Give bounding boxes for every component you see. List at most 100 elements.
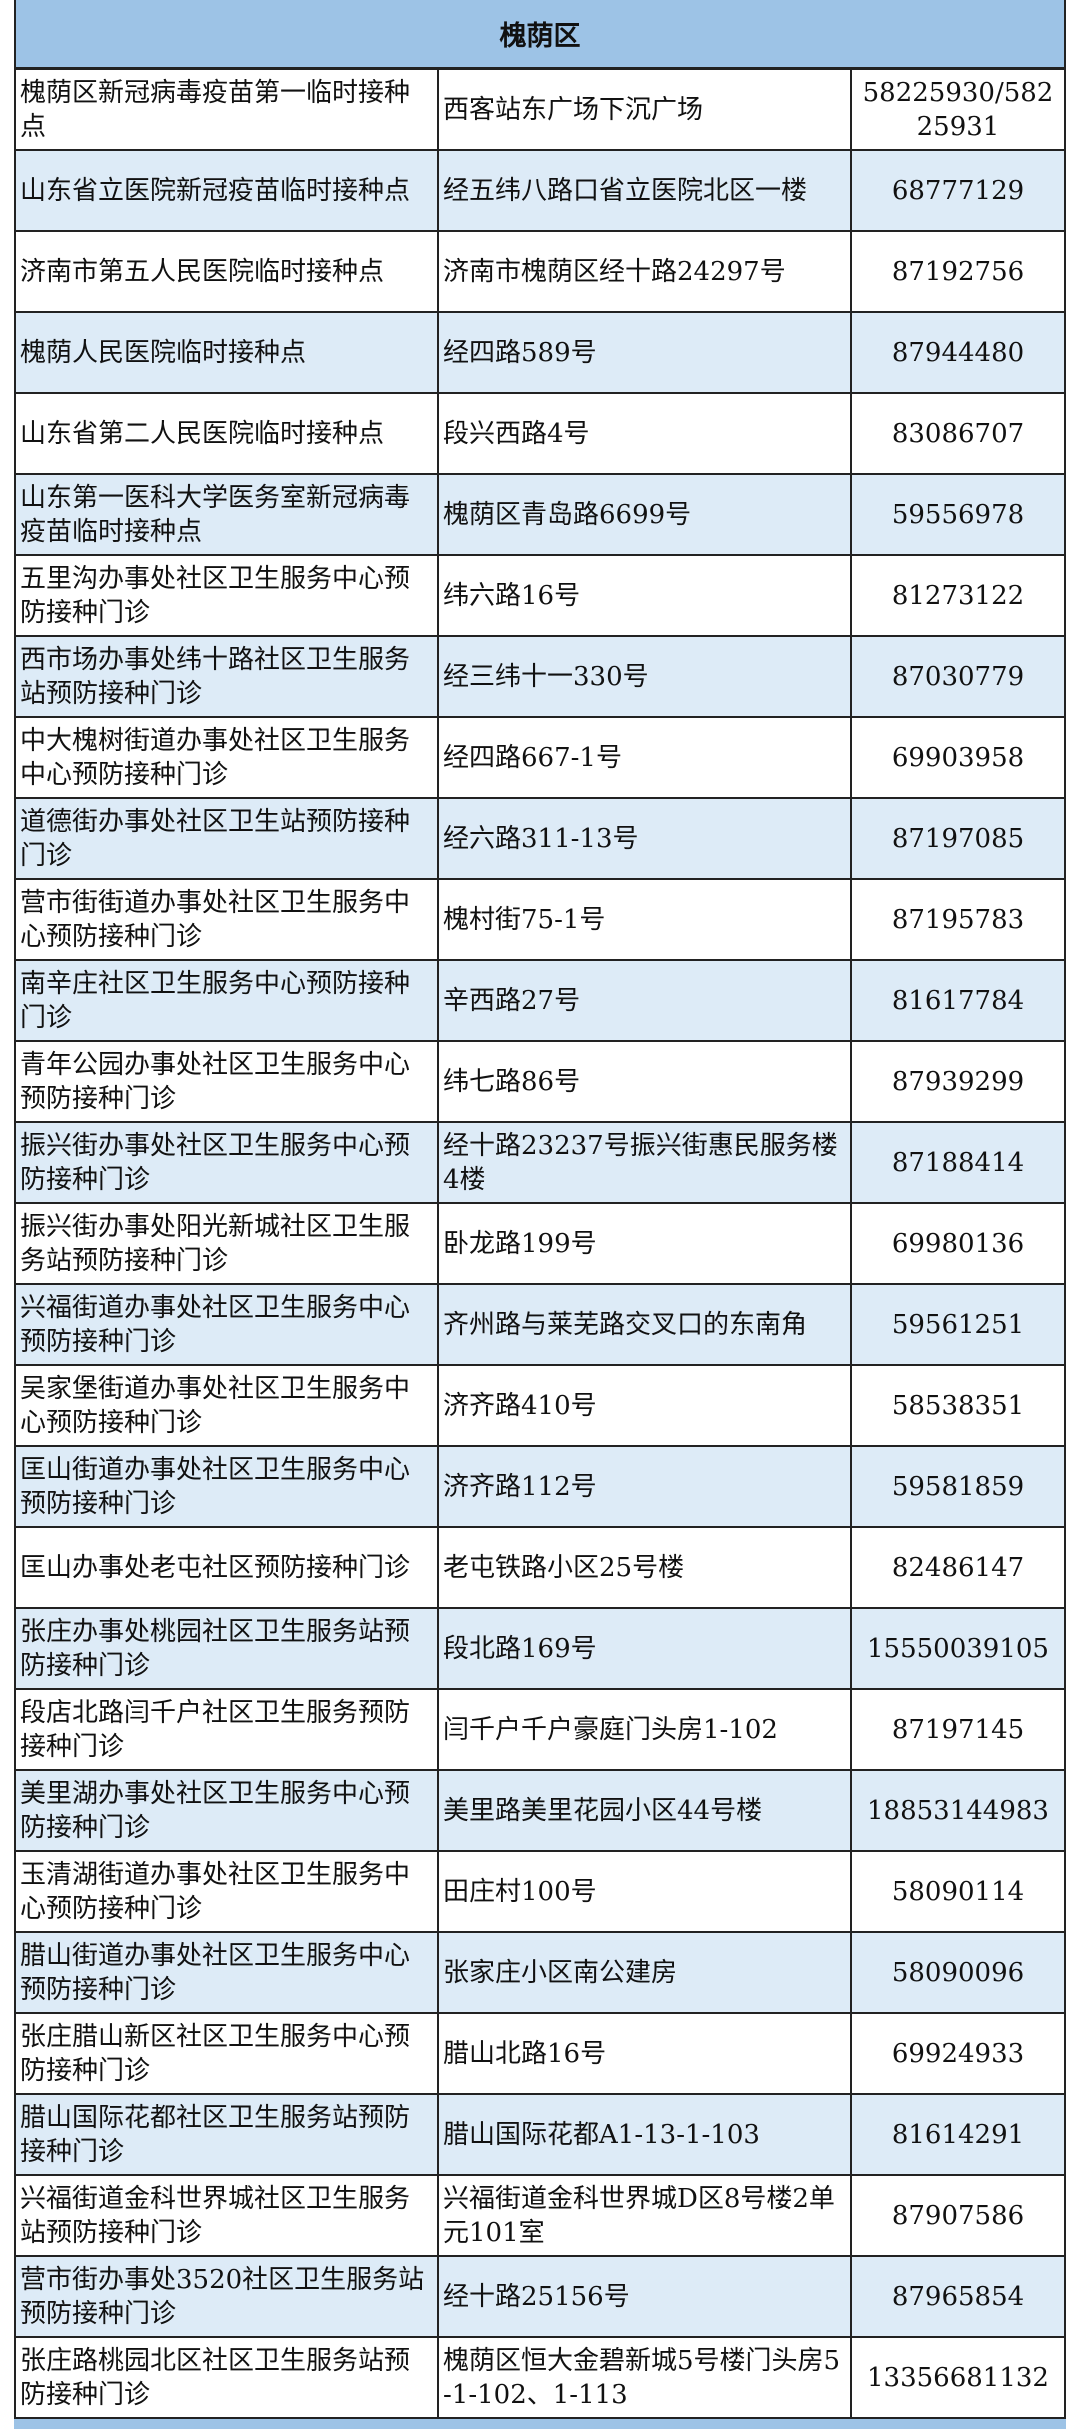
site-name-cell: 张庄办事处桃园社区卫生服务站预防接种门诊 — [16, 1609, 439, 1688]
site-name-cell: 腊山街道办事处社区卫生服务中心预防接种门诊 — [16, 1933, 439, 2012]
address-cell-text: 张家庄小区南公建房 — [443, 1957, 678, 1988]
site-name-cell-text: 腊山国际花都社区卫生服务站预防接种门诊 — [20, 2102, 411, 2167]
site-name-cell-text: 段店北路闫千户社区卫生服务预防接种门诊 — [20, 1697, 411, 1762]
address-cell-text: 田庄村100号 — [443, 1876, 597, 1907]
address-cell-text: 经四路589号 — [443, 337, 597, 368]
phone-cell-text: 87907586 — [891, 2200, 1025, 2231]
table-row: 营市街街道办事处社区卫生服务中心预防接种门诊 槐村街75-1号 87195783 — [16, 880, 1064, 961]
phone-cell-text: 87965854 — [891, 2281, 1025, 2312]
address-cell-text: 齐州路与莱芜路交叉口的东南角 — [443, 1309, 808, 1340]
phone-cell-text: 87944480 — [891, 337, 1025, 368]
address-cell: 经六路311-13号 — [439, 799, 852, 878]
phone-cell: 69980136 — [852, 1204, 1064, 1283]
address-cell-text: 经四路667-1号 — [443, 742, 622, 773]
address-cell: 经三纬十一330号 — [439, 637, 852, 716]
site-name-cell-text: 山东省立医院新冠疫苗临时接种点 — [20, 175, 411, 206]
phone-cell-text: 81614291 — [891, 2119, 1025, 2150]
table-row: 张庄腊山新区社区卫生服务中心预防接种门诊 腊山北路16号 69924933 — [16, 2014, 1064, 2095]
phone-cell: 69903958 — [852, 718, 1064, 797]
address-cell: 槐荫区青岛路6699号 — [439, 475, 852, 554]
phone-cell: 15550039105 — [852, 1609, 1064, 1688]
site-name-cell: 青年公园办事处社区卫生服务中心预防接种门诊 — [16, 1042, 439, 1121]
site-name-cell-text: 张庄腊山新区社区卫生服务中心预防接种门诊 — [20, 2021, 411, 2086]
table-row: 振兴街办事处社区卫生服务中心预防接种门诊 经十路23237号振兴街惠民服务楼4楼 8… — [16, 1123, 1064, 1204]
site-name-cell-text: 青年公园办事处社区卫生服务中心预防接种门诊 — [20, 1049, 411, 1114]
phone-cell: 69924933 — [852, 2014, 1064, 2093]
address-cell: 田庄村100号 — [439, 1852, 852, 1931]
site-name-cell: 段店北路闫千户社区卫生服务预防接种门诊 — [16, 1690, 439, 1769]
site-name-cell: 山东第一医科大学医务室新冠病毒疫苗临时接种点 — [16, 475, 439, 554]
site-name-cell-text: 南辛庄社区卫生服务中心预防接种门诊 — [20, 968, 411, 1033]
address-cell: 济齐路410号 — [439, 1366, 852, 1445]
address-cell-text: 兴福街道金科世界城D区8号楼2单元101室 — [443, 2183, 835, 2248]
phone-cell: 87907586 — [852, 2176, 1064, 2255]
site-name-cell: 南辛庄社区卫生服务中心预防接种门诊 — [16, 961, 439, 1040]
address-cell-text: 卧龙路199号 — [443, 1228, 597, 1259]
site-name-cell: 中大槐树街道办事处社区卫生服务中心预防接种门诊 — [16, 718, 439, 797]
phone-cell: 58090096 — [852, 1933, 1064, 2012]
table-row: 青年公园办事处社区卫生服务中心预防接种门诊 纬七路86号 87939299 — [16, 1042, 1064, 1123]
phone-cell-text: 87939299 — [891, 1066, 1025, 1097]
phone-cell-text: 15550039105 — [867, 1633, 1049, 1664]
phone-cell-text: 87188414 — [891, 1147, 1025, 1178]
address-cell: 济南市槐荫区经十路24297号 — [439, 232, 852, 311]
address-cell: 经十路23237号振兴街惠民服务楼4楼 — [439, 1123, 852, 1202]
site-name-cell: 匡山办事处老屯社区预防接种门诊 — [16, 1528, 439, 1607]
phone-cell: 87188414 — [852, 1123, 1064, 1202]
table-row: 五里沟办事处社区卫生服务中心预防接种门诊 纬六路16号 81273122 — [16, 556, 1064, 637]
site-name-cell-text: 兴福街道金科世界城社区卫生服务站预防接种门诊 — [20, 2183, 411, 2248]
table-row: 张庄路桃园北区社区卫生服务站预防接种门诊 槐荫区恒大金碧新城5号楼门头房5-1-1… — [16, 2338, 1064, 2419]
table-row: 南辛庄社区卫生服务中心预防接种门诊 辛西路27号 81617784 — [16, 961, 1064, 1042]
address-cell: 辛西路27号 — [439, 961, 852, 1040]
address-cell: 经四路589号 — [439, 313, 852, 392]
table-row: 道德街办事处社区卫生站预防接种门诊 经六路311-13号 87197085 — [16, 799, 1064, 880]
site-name-cell-text: 匡山街道办事处社区卫生服务中心预防接种门诊 — [20, 1454, 411, 1519]
address-cell: 兴福街道金科世界城D区8号楼2单元101室 — [439, 2176, 852, 2255]
phone-cell: 87197085 — [852, 799, 1064, 878]
address-cell-text: 槐村街75-1号 — [443, 904, 606, 935]
phone-cell-text: 69924933 — [891, 2038, 1025, 2069]
address-cell: 美里路美里花园小区44号楼 — [439, 1771, 852, 1850]
phone-cell: 83086707 — [852, 394, 1064, 473]
site-name-cell-text: 玉清湖街道办事处社区卫生服务中心预防接种门诊 — [20, 1859, 411, 1924]
table-row: 振兴街办事处阳光新城社区卫生服务站预防接种门诊 卧龙路199号 69980136 — [16, 1204, 1064, 1285]
phone-cell: 58225930/58225931 — [852, 70, 1064, 149]
phone-cell-text: 18853144983 — [867, 1795, 1049, 1826]
table-row: 腊山国际花都社区卫生服务站预防接种门诊 腊山国际花都A1-13-1-103 8161… — [16, 2095, 1064, 2176]
address-cell: 腊山北路16号 — [439, 2014, 852, 2093]
phone-cell-text: 87197085 — [891, 823, 1025, 854]
table-body: 槐荫区新冠病毒疫苗第一临时接种点 西客站东广场下沉广场 58225930/58225… — [16, 70, 1064, 2419]
phone-cell-text: 58090096 — [891, 1957, 1025, 1988]
phone-cell-text: 81273122 — [891, 580, 1025, 611]
phone-cell-text: 87197145 — [891, 1714, 1025, 1745]
address-cell-text: 闫千户千户豪庭门头房1-102 — [443, 1714, 778, 1745]
phone-cell-text: 68777129 — [891, 175, 1025, 206]
address-cell-text: 槐荫区青岛路6699号 — [443, 499, 692, 530]
table-row: 腊山街道办事处社区卫生服务中心预防接种门诊 张家庄小区南公建房 58090096 — [16, 1933, 1064, 2014]
site-name-cell: 振兴街办事处阳光新城社区卫生服务站预防接种门诊 — [16, 1204, 439, 1283]
site-name-cell-text: 张庄路桃园北区社区卫生服务站预防接种门诊 — [20, 2345, 411, 2410]
table-row: 张庄办事处桃园社区卫生服务站预防接种门诊 段北路169号 15550039105 — [16, 1609, 1064, 1690]
phone-cell: 58090114 — [852, 1852, 1064, 1931]
phone-cell: 81614291 — [852, 2095, 1064, 2174]
address-cell: 槐村街75-1号 — [439, 880, 852, 959]
address-cell: 济齐路112号 — [439, 1447, 852, 1526]
site-name-cell-text: 营市街办事处3520社区卫生服务站预防接种门诊 — [20, 2264, 425, 2329]
address-cell-text: 美里路美里花园小区44号楼 — [443, 1795, 763, 1826]
phone-cell-text: 58225930/58225931 — [862, 77, 1054, 142]
site-name-cell: 山东省第二人民医院临时接种点 — [16, 394, 439, 473]
site-name-cell: 腊山国际花都社区卫生服务站预防接种门诊 — [16, 2095, 439, 2174]
table-row: 西市场办事处纬十路社区卫生服务站预防接种门诊 经三纬十一330号 87030779 — [16, 637, 1064, 718]
table-row: 济南市第五人民医院临时接种点 济南市槐荫区经十路24297号 87192756 — [16, 232, 1064, 313]
site-name-cell-text: 振兴街办事处社区卫生服务中心预防接种门诊 — [20, 1130, 411, 1195]
address-cell: 卧龙路199号 — [439, 1204, 852, 1283]
address-cell-text: 辛西路27号 — [443, 985, 581, 1016]
phone-cell-text: 83086707 — [891, 418, 1025, 449]
table-row: 山东省第二人民医院临时接种点 段兴西路4号 83086707 — [16, 394, 1064, 475]
address-cell-text: 经六路311-13号 — [443, 823, 639, 854]
address-cell: 经四路667-1号 — [439, 718, 852, 797]
site-name-cell-text: 张庄办事处桃园社区卫生服务站预防接种门诊 — [20, 1616, 411, 1681]
site-name-cell: 五里沟办事处社区卫生服务中心预防接种门诊 — [16, 556, 439, 635]
address-cell: 纬六路16号 — [439, 556, 852, 635]
address-cell: 腊山国际花都A1-13-1-103 — [439, 2095, 852, 2174]
